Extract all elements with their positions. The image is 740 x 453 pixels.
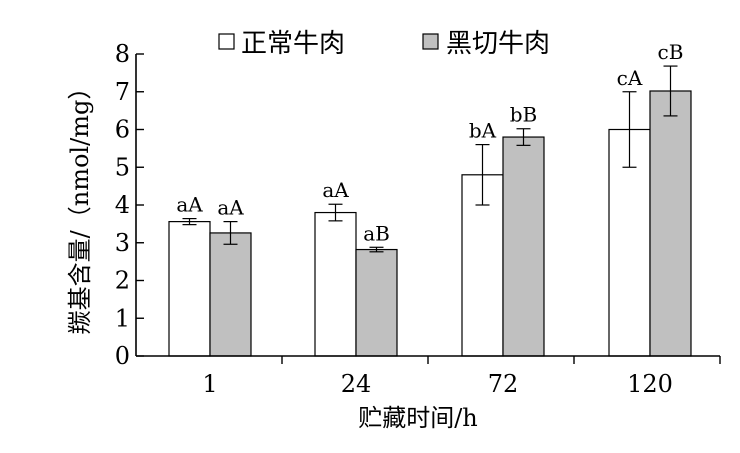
y-tick-label: 7 — [115, 78, 130, 106]
y-tick-label: 3 — [115, 229, 130, 257]
bar-dark-cutting-beef-72 — [502, 136, 545, 357]
bar-normal-beef-1 — [168, 221, 211, 357]
x-axis-title: 贮藏时间/h — [358, 404, 478, 432]
significance-label: aA — [322, 178, 349, 202]
significance-label: aB — [363, 221, 390, 245]
y-tick-label: 6 — [115, 116, 130, 144]
x-axis: 1 24 72 120 — [136, 355, 721, 398]
x-tick-label: 24 — [341, 370, 372, 398]
y-tick-label: 5 — [115, 153, 130, 181]
y-tick-label: 2 — [115, 267, 130, 295]
plot-area: aA aA bA cA aA aB bB cB — [168, 40, 692, 357]
y-tick-label: 1 — [115, 304, 130, 332]
significance-label: bB — [510, 103, 538, 127]
bar-dark-cutting-beef-24 — [355, 248, 398, 357]
significance-label: cA — [617, 66, 643, 90]
significance-label: aA — [217, 196, 244, 220]
y-tick-label: 4 — [115, 191, 130, 219]
legend-swatch-dark-cutting-beef — [422, 33, 439, 50]
y-tick-label: 0 — [115, 342, 130, 370]
legend: 正常牛肉 黑切牛肉 — [218, 29, 550, 59]
y-axis: 0 1 2 3 4 5 6 7 8 — [115, 40, 144, 370]
legend-swatch-normal-beef — [218, 33, 235, 50]
legend-label-normal-beef: 正常牛肉 — [241, 29, 345, 59]
significance-label: aA — [176, 193, 203, 217]
bar-dark-cutting-beef-120 — [649, 90, 692, 357]
significance-label: cB — [658, 40, 684, 64]
y-tick-label: 8 — [115, 40, 130, 68]
y-axis-title: 羰基含量/（nmol/mg） — [66, 76, 94, 335]
legend-label-dark-cutting-beef: 黑切牛肉 — [446, 29, 550, 59]
x-tick-label: 120 — [627, 370, 673, 398]
bar-dark-cutting-beef-1 — [209, 232, 252, 357]
x-tick-label: 1 — [202, 370, 217, 398]
significance-label: bA — [469, 119, 497, 143]
bar-normal-beef-24 — [314, 211, 357, 357]
x-tick-label: 72 — [488, 370, 519, 398]
